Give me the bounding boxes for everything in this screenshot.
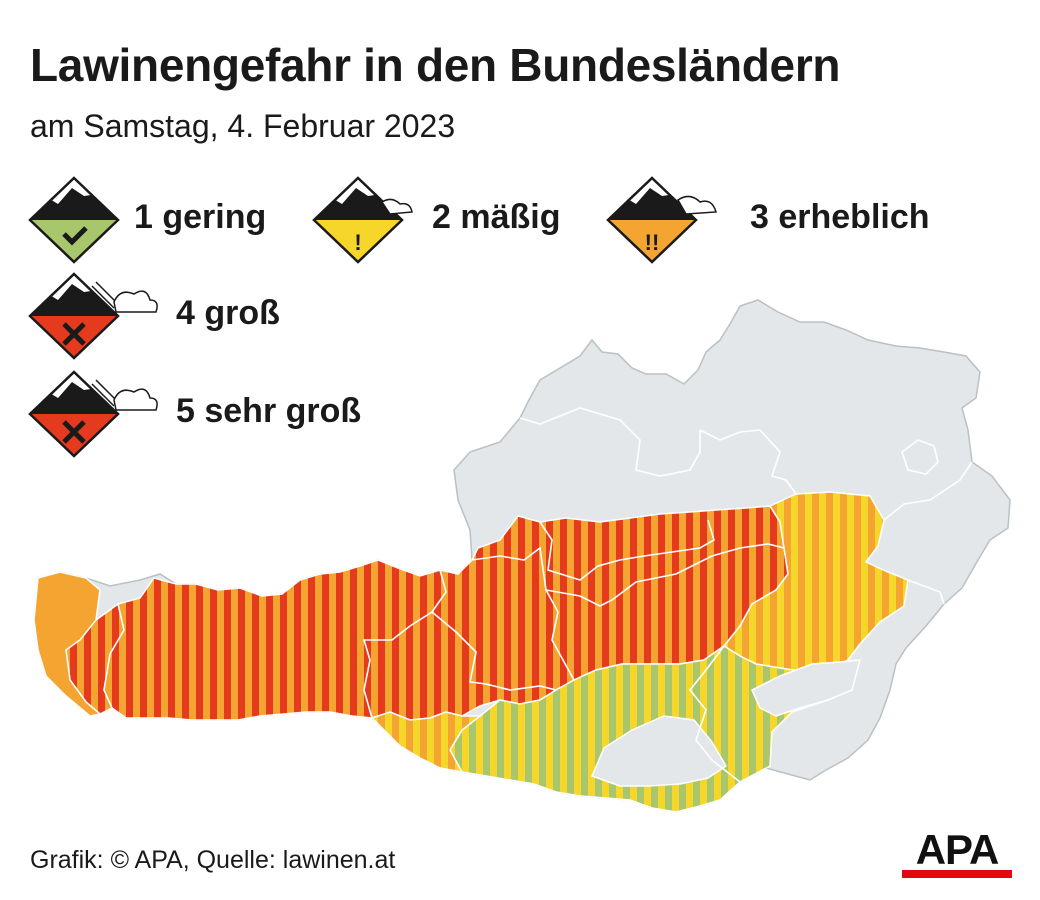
cross-icon	[62, 420, 86, 444]
danger-level-1-icon	[28, 176, 120, 264]
exclamation-icon: !	[354, 230, 361, 255]
legend-label-level-3: 3 erheblich	[750, 198, 930, 236]
cross-icon	[62, 322, 86, 346]
legend-item-level-5: 5 sehr groß	[28, 370, 408, 462]
danger-level-2-icon: !	[312, 176, 413, 264]
zone-east-tyrol-orange-yellow	[370, 711, 483, 774]
apa-logo-bar	[902, 870, 1012, 878]
vienna-border	[901, 439, 939, 475]
page-title: Lawinengefahr in den Bundesländern	[30, 39, 841, 91]
source-credit: Grafik: © APA, Quelle: lawinen.at	[30, 846, 396, 874]
legend-item-level-1: 1 gering	[28, 176, 328, 266]
state-borders	[103, 407, 973, 783]
danger-level-4-icon	[28, 272, 158, 360]
page-subtitle: am Samstag, 4. Februar 2023	[30, 108, 456, 144]
apa-logo-text: APA	[915, 826, 1000, 873]
legend-label-level-1: 1 gering	[134, 198, 267, 236]
danger-level-3-icon: !!	[606, 176, 717, 264]
zone-vorarlberg-orange	[33, 571, 102, 717]
double-exclamation-icon: !!	[645, 230, 660, 255]
legend-label-level-5: 5 sehr groß	[176, 392, 362, 430]
legend-item-level-2: ! 2 mäßig	[312, 176, 602, 266]
zone-carinthia-basin-grey	[590, 715, 728, 787]
legend-item-level-3: !! 3 erheblich	[606, 176, 966, 266]
zone-graz-basin-grey	[751, 659, 862, 717]
legend-label-level-4: 4 groß	[176, 294, 280, 332]
danger-level-5-icon	[28, 370, 158, 458]
check-icon	[62, 226, 88, 246]
legend-item-level-4: 4 groß	[28, 272, 328, 364]
legend-label-level-2: 2 mäßig	[432, 198, 561, 236]
avalanche-map	[33, 299, 1011, 813]
